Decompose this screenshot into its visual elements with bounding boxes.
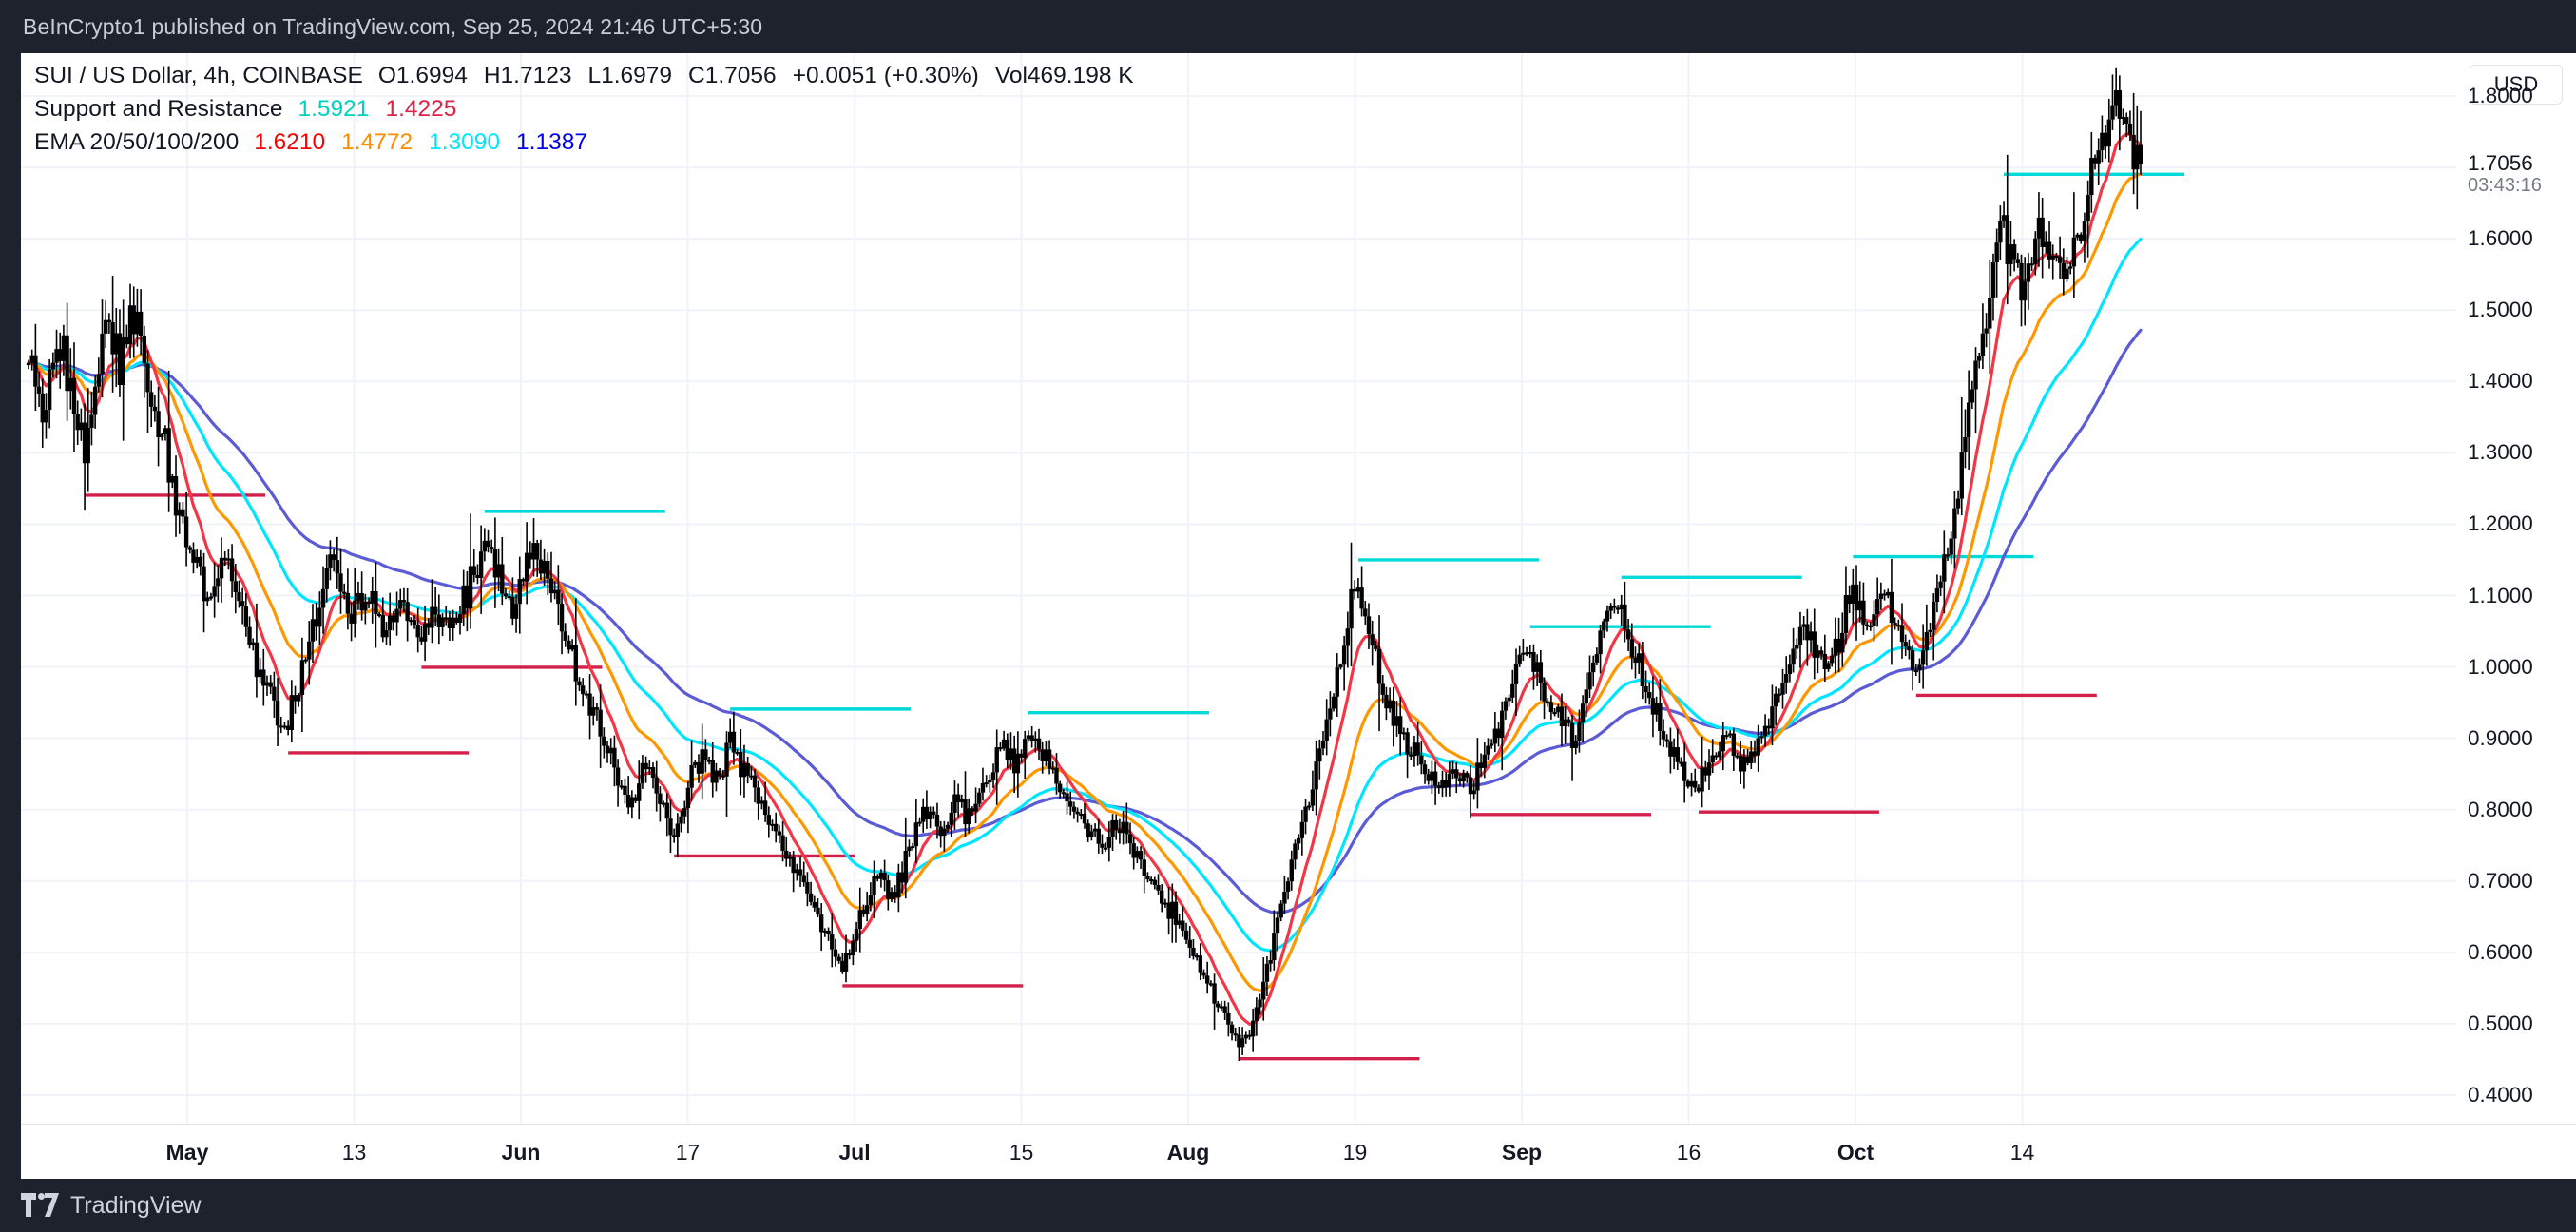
publication-text: BeInCrypto1 published on TradingView.com… [23,13,763,39]
price-tick-label: 1.6000 [2468,226,2533,251]
price-tick-label: 1.3000 [2468,440,2533,465]
tradingview-logo[interactable]: TradingView [21,1192,202,1220]
time-tick-label: 15 [1009,1140,1034,1165]
ema-series-group [27,132,2143,1026]
time-tick-label: 13 [341,1140,367,1165]
time-tick-label: 16 [1676,1140,1701,1165]
tradingview-mark-icon [21,1193,59,1217]
last-price-label: 1.7056 [2468,150,2533,175]
time-tick-label: 19 [1342,1140,1368,1165]
time-scale[interactable]: May 13 Jun 17 Jul 15 Aug 19 Sep 16 Oct 14 [21,1124,2576,1179]
price-tick-label: 1.1000 [2468,583,2533,607]
price-tick-label: 1.4000 [2468,369,2533,394]
chart-frame[interactable]: SUI / US Dollar, 4h, COINBASE O1.6994 H1… [21,53,2576,1179]
price-tick-label: 1.2000 [2468,511,2533,536]
time-tick-label: 14 [2009,1140,2035,1165]
price-tick-label: 1.8000 [2468,84,2533,108]
price-tick-label: 0.6000 [2468,939,2533,964]
price-tick-label: 0.7000 [2468,868,2533,893]
time-tick-label: Jul [838,1140,871,1165]
candlestick-series [26,67,2143,1062]
currency-badge[interactable]: USD [2470,65,2563,105]
tradingview-wordmark: TradingView [70,1191,202,1219]
support-resistance-levels [85,172,2185,1061]
publication-bar: BeInCrypto1 published on TradingView.com… [0,0,2576,53]
time-tick-label: Oct [1836,1140,1874,1165]
time-tick-label: Jun [501,1140,541,1165]
price-scale[interactable]: USD 1.8000 1.6000 1.5000 1.4000 1.3000 1.2000… [2456,53,2576,1124]
price-tick-label: 1.5000 [2468,298,2533,322]
time-tick-label: Aug [1166,1140,1210,1165]
chart-plot-area[interactable] [21,53,2456,1124]
footer-bar: TradingView [0,1179,2576,1232]
price-tick-label: 1.0000 [2468,654,2533,679]
time-tick-label: May [165,1140,209,1165]
price-tick-label: 0.9000 [2468,725,2533,750]
price-tick-label: 0.4000 [2468,1082,2533,1107]
price-tick-label: 0.5000 [2468,1011,2533,1035]
time-tick-label: 17 [675,1140,701,1165]
price-series-svg [21,53,2456,1124]
bar-countdown-label: 03:43:16 [2468,174,2542,196]
time-tick-label: Sep [1501,1140,1543,1165]
price-tick-label: 0.8000 [2468,797,2533,821]
